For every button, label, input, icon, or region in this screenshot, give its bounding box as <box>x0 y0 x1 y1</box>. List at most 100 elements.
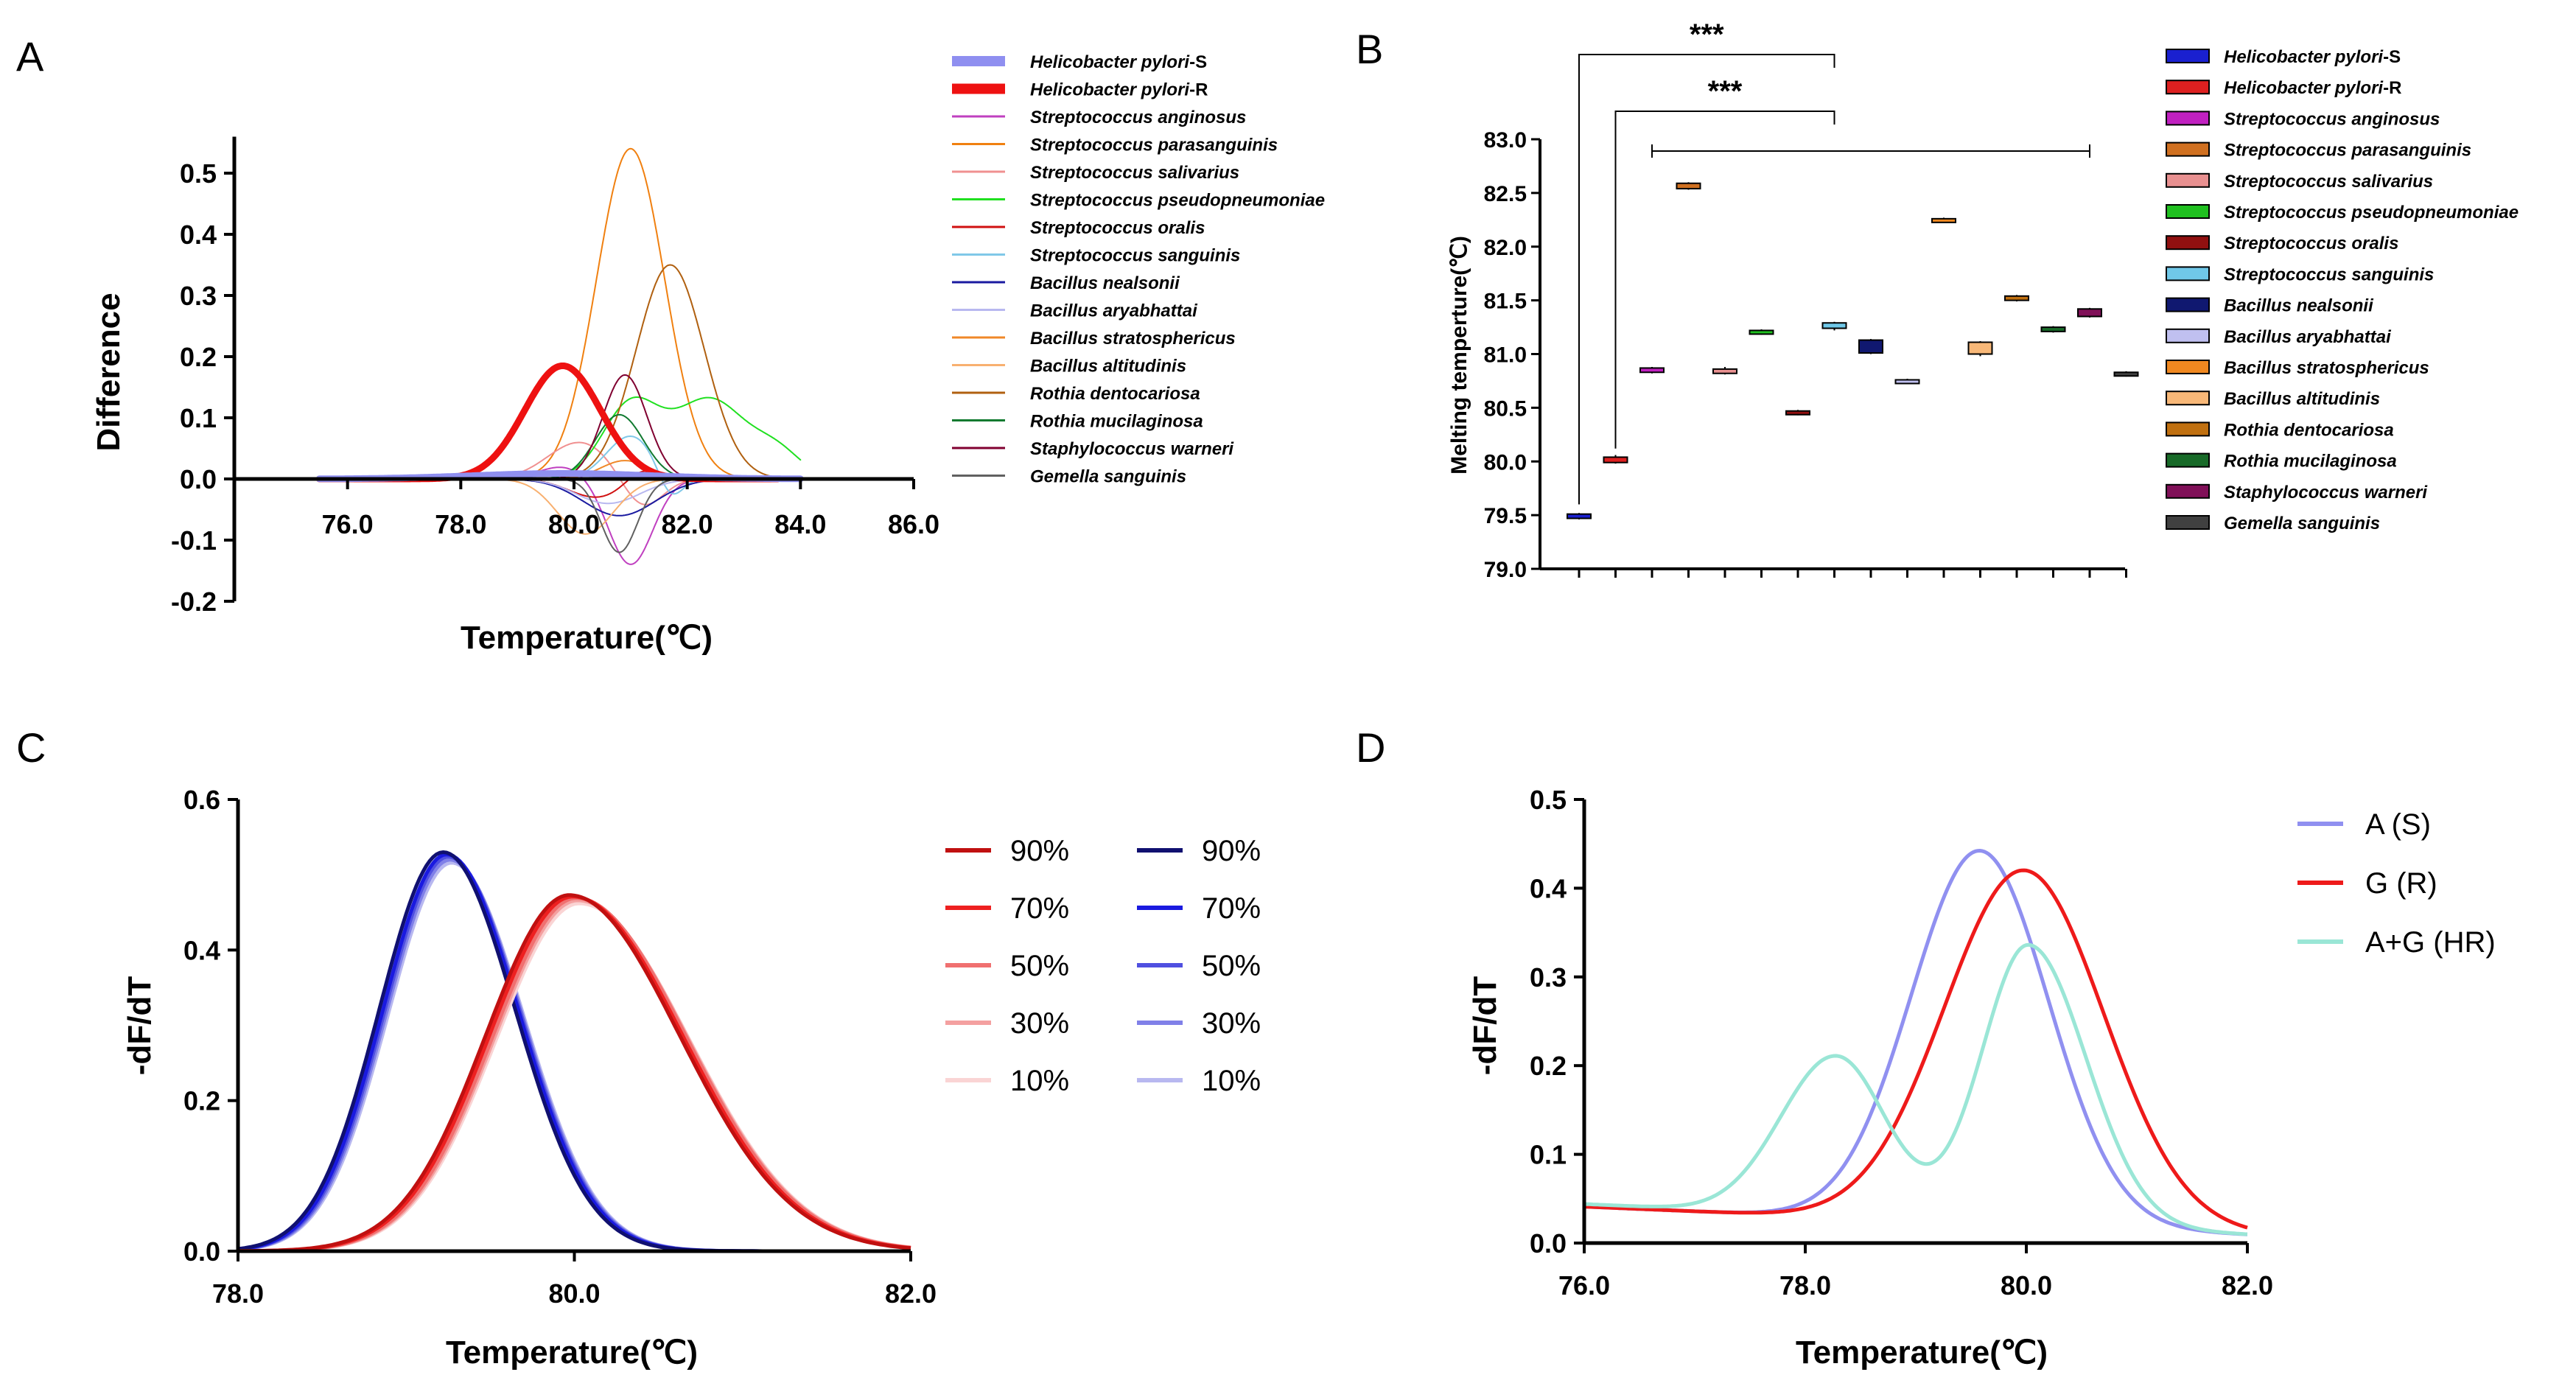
panel-b-legend-swatch <box>2166 452 2210 468</box>
panel-a-legend-name: Staphylococcus warneri <box>1030 439 1234 459</box>
panel-a-series-streptococcus-sanguinis <box>318 435 779 495</box>
panel-a-ytick-label: 0.4 <box>180 220 217 250</box>
panel-a-legend-name: Streptococcus anginosus <box>1030 108 1246 127</box>
panel-a-legend-label: Gemella sanguinis <box>1030 467 1186 487</box>
panel-b-box-gemella-sanguinis <box>2113 371 2139 377</box>
panel-b-legend-name: Rothia dentocariosa <box>2224 420 2394 440</box>
panel-c-legend-label: 30% <box>1010 1007 1069 1040</box>
panel-a-legend-name: Helicobacter pylori <box>1030 52 1190 72</box>
panel-a-series-bacillus-aryabhattai <box>318 478 779 505</box>
panel-c-legend-label: 90% <box>1010 835 1069 867</box>
panel-d-xlabel: Temperature(℃) <box>1796 1334 2048 1371</box>
panel-a-legend-name: Streptococcus pseudopneumoniae <box>1030 191 1325 211</box>
panel-b-legend-label: Helicobacter pylori-S <box>2224 47 2401 67</box>
panel-a-legend-label: Bacillus altitudinis <box>1030 357 1186 377</box>
panel-a-chart: -0.2 -0.1 0.0 0.1 0.2 0.3 0.4 0.5 76.0 78.0 80.0 82… <box>91 52 1325 656</box>
panel-b-legend-name: Rothia mucilaginosa <box>2224 452 2397 472</box>
panel-b-legend-swatch <box>2166 141 2210 157</box>
panel-a-series-staphylococcus-warneri <box>318 374 779 480</box>
panel-c-ytick-label: 0.0 <box>183 1236 220 1267</box>
panel-b-legend-name: Bacillus nealsonii <box>2224 296 2374 316</box>
panel-c-ytick-label: 0.6 <box>183 785 220 815</box>
panel-b-legend-name: Streptococcus parasanguinis <box>2224 141 2471 161</box>
panel-c-legend-label: 30% <box>1202 1007 1261 1040</box>
panel-c-legend-label: 90% <box>1202 835 1261 867</box>
panel-a-xlabel: Temperature(℃) <box>461 620 713 656</box>
panel-b-sig-label: *** <box>1708 75 1743 108</box>
panel-b-legend-label: Streptococcus sanguinis <box>2224 265 2434 284</box>
panel-a-legend-name: Streptococcus salivarius <box>1030 163 1239 183</box>
panel-c-ytick-label: 0.2 <box>183 1086 220 1116</box>
panel-b-chart: 79.0 79.5 80.0 80.5 81.0 81.5 82.0 82.5 83.0 ***… <box>1447 18 2519 582</box>
panel-b-legend-label: Staphylococcus warneri <box>2224 483 2428 503</box>
panel-a-ytick-label: -0.2 <box>171 587 217 617</box>
panel-b-box-staphylococcus-warneri <box>2077 308 2102 318</box>
panel-a-legend-suffix: -S <box>1189 52 1207 72</box>
panel-a-legend-label: Bacillus stratosphericus <box>1030 329 1236 349</box>
panel-b-box-rothia-mucilaginosa <box>2040 326 2066 332</box>
panel-a-legend-suffix: -R <box>1189 80 1208 100</box>
panel-b-legend-swatch <box>2166 515 2210 530</box>
panel-c-series-s-30 <box>237 858 911 1253</box>
panel-a-legend-label: Streptococcus salivarius <box>1030 163 1239 183</box>
panel-a-legend-name: Helicobacter pylori <box>1030 80 1190 100</box>
panel-label-b: B <box>1356 26 1383 72</box>
panel-label-a: A <box>16 33 44 80</box>
panel-d-ylabel: -dF/dT <box>1467 976 1503 1076</box>
panel-b-legend-swatch <box>2166 235 2210 251</box>
panel-a-legend-label: Rothia mucilaginosa <box>1030 412 1203 432</box>
panel-b-legend-swatch <box>2166 421 2210 437</box>
panel-c-chart: 0.00.20.40.678.0 80.0 82.0 Temperature(℃) … <box>122 785 1261 1371</box>
panel-b-legend-swatch <box>2166 360 2210 374</box>
panel-b-ylabel: Melting temperture(℃) <box>1447 236 1471 475</box>
panel-c-legend-label: 70% <box>1202 892 1261 925</box>
panel-b-legend-label: Streptococcus oralis <box>2224 234 2398 253</box>
panel-b-legend-swatch <box>2166 172 2210 188</box>
panel-a-legend-label: Streptococcus oralis <box>1030 218 1205 238</box>
panel-b-legend-label: Streptococcus parasanguinis <box>2224 141 2471 161</box>
panel-b-legend-label: Rothia mucilaginosa <box>2224 452 2397 472</box>
panel-a-legend-name: Bacillus aryabhattai <box>1030 301 1198 321</box>
panel-a-legend-label: Helicobacter pylori-S <box>1030 52 1207 72</box>
panel-a-legend-label: Bacillus aryabhattai <box>1030 301 1198 321</box>
panel-b-box-bacillus-altitudinis <box>1967 341 1993 355</box>
panel-d-ytick-label: 0.3 <box>1530 962 1567 993</box>
panel-b-box-streptococcus-salivarius <box>1712 368 1737 374</box>
panel-a-legend-name: Bacillus nealsonii <box>1030 273 1180 293</box>
panel-a-xtick-label: 78.0 <box>435 509 486 539</box>
panel-b-ytick-label: 81.5 <box>1484 290 1527 314</box>
panel-d-legend-label: A+G (HR) <box>2365 926 2496 959</box>
panel-d-ytick-label: 0.5 <box>1530 785 1567 815</box>
panel-d-xtick-label: 80.0 <box>2001 1270 2052 1301</box>
panel-b-legend-label: Bacillus aryabhattai <box>2224 327 2392 347</box>
panel-c-legend-label: 10% <box>1202 1065 1261 1097</box>
panel-a-ytick-label: 0.0 <box>180 464 217 494</box>
panel-b-ytick-label: 82.0 <box>1484 236 1527 260</box>
panel-b-legend-name: Bacillus altitudinis <box>2224 389 2380 409</box>
panel-a-xtick-label: 82.0 <box>662 509 713 539</box>
panel-b-ytick-label: 82.5 <box>1484 182 1527 206</box>
panel-b-legend-name: Streptococcus oralis <box>2224 234 2398 253</box>
panel-b-legend-swatch <box>2166 80 2210 95</box>
panel-d-ytick-label: 0.0 <box>1530 1228 1567 1259</box>
panel-b-legend-name: Helicobacter pylori <box>2224 78 2384 98</box>
panel-c-xtick-label: 82.0 <box>885 1278 937 1309</box>
panel-a-legend-label: Streptococcus parasanguinis <box>1030 136 1278 155</box>
panel-b-legend-suffix: -R <box>2383 78 2401 98</box>
panel-b-legend-name: Staphylococcus warneri <box>2224 483 2428 503</box>
panel-a-legend-name: Bacillus altitudinis <box>1030 357 1186 377</box>
panel-b-box-bacillus-stratosphericus <box>1931 217 1956 223</box>
panel-d-ytick-label: 0.1 <box>1530 1140 1567 1170</box>
panel-b-legend-name: Bacillus aryabhattai <box>2224 327 2392 347</box>
panel-b-box-streptococcus-pseudopneumoniae <box>1749 329 1774 335</box>
panel-b-legend-swatch <box>2166 266 2210 281</box>
panel-b-legend-name: Streptococcus anginosus <box>2224 109 2440 129</box>
panel-b-box-streptococcus-anginosus <box>1639 367 1665 374</box>
panel-b-legend-name: Streptococcus pseudopneumoniae <box>2224 203 2519 223</box>
panel-b-legend-label: Streptococcus anginosus <box>2224 109 2440 129</box>
panel-a-legend-label: Streptococcus anginosus <box>1030 108 1246 127</box>
panel-a-xtick-label: 86.0 <box>888 509 939 539</box>
panel-b-box-bacillus-nealsonii <box>1858 339 1883 354</box>
panel-c-legend-label: 70% <box>1010 892 1069 925</box>
panel-b-legend-label: Bacillus stratosphericus <box>2224 358 2429 378</box>
